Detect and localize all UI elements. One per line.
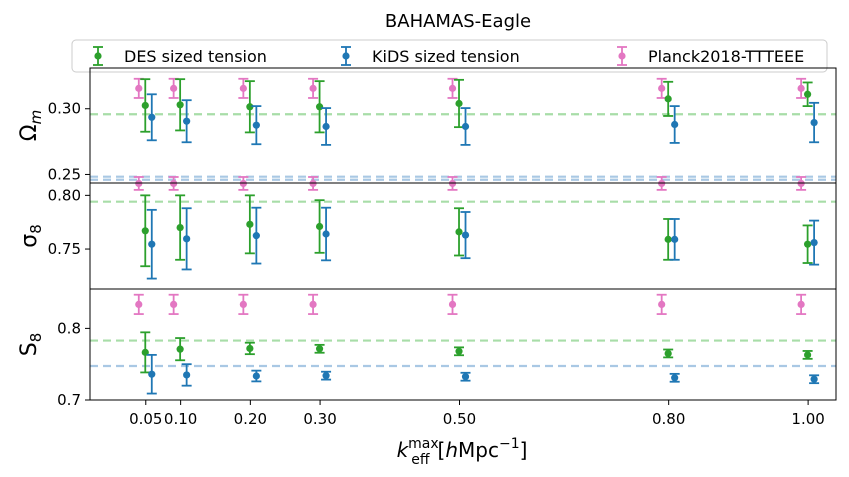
des-point <box>315 103 324 111</box>
planck-point <box>135 300 143 308</box>
kids-point <box>461 122 470 131</box>
panel-2: 0.75 0.80 σ8 <box>17 176 837 290</box>
y-tick-label: 0.30 <box>48 100 81 118</box>
planck-point <box>135 84 143 92</box>
kids-point <box>322 372 330 380</box>
kids-point <box>322 122 330 131</box>
panel-frame <box>89 288 837 401</box>
planck-point <box>309 300 317 308</box>
kids-point <box>252 121 260 129</box>
kids-point <box>671 235 679 243</box>
x-tick-label: 0.05 <box>129 410 162 428</box>
des-point <box>804 240 812 248</box>
kids-point <box>461 231 470 239</box>
des-point <box>315 222 324 231</box>
planck-point <box>658 84 666 92</box>
kids-point <box>148 113 156 121</box>
y-tick-label: 0.8 <box>57 319 81 337</box>
x-axis-label: kmax eff [hMpc−1] <box>397 436 528 468</box>
des-point <box>141 101 149 110</box>
des-point <box>664 235 672 243</box>
planck-point <box>658 300 666 308</box>
des-point <box>804 351 812 359</box>
des-point <box>246 344 254 353</box>
planck-point <box>170 84 178 92</box>
des-point <box>455 228 463 236</box>
kids-point <box>810 375 818 383</box>
y-axis-label: σ8 <box>17 224 45 248</box>
y-tick-label: 0.7 <box>57 391 81 409</box>
planck-point <box>170 300 178 308</box>
des-point <box>455 99 463 108</box>
x-tick-label: 0.10 <box>164 410 197 428</box>
kids-point <box>810 118 818 127</box>
legend-des-marker <box>94 52 102 60</box>
planck-point <box>239 300 247 308</box>
kids-point <box>148 240 156 248</box>
kids-point <box>252 372 260 380</box>
x-tick-label: 0.80 <box>652 410 685 428</box>
kids-point <box>671 120 679 129</box>
legend-frame <box>71 39 828 73</box>
legend-planck-marker <box>618 52 626 60</box>
legend-planck-label: Planck2018-TTTEEE <box>648 47 804 66</box>
legend-des-label: DES sized tension <box>124 47 267 66</box>
planck-point <box>448 300 457 308</box>
y-axis-label: S8 <box>17 333 45 357</box>
chart-title: BAHAMAS-Eagle <box>385 11 531 32</box>
planck-point <box>797 84 805 92</box>
des-point <box>141 227 149 235</box>
planck-point <box>448 84 457 92</box>
kids-point <box>671 374 679 382</box>
legend-kids-label: KiDS sized tension <box>372 47 520 66</box>
des-point <box>176 345 184 353</box>
des-point <box>246 103 254 111</box>
planck-point <box>239 84 247 92</box>
x-tick-label: 0.50 <box>443 410 476 428</box>
y-axis-label: Ωm <box>17 110 45 141</box>
panel-3: 0.7 0.8 S8 <box>17 288 837 409</box>
kids-point <box>183 371 191 379</box>
legend: DES sized tension KiDS sized tension Planc… <box>71 39 828 73</box>
des-point <box>246 220 254 228</box>
x-tick-label: 1.00 <box>791 410 824 428</box>
des-point <box>664 95 672 103</box>
legend-kids-marker <box>342 52 350 60</box>
des-point <box>804 90 812 98</box>
kids-point <box>810 239 818 247</box>
des-point <box>664 349 672 358</box>
kids-point <box>183 235 191 243</box>
kids-point <box>183 117 191 125</box>
planck-point <box>309 84 317 92</box>
des-point <box>176 223 184 232</box>
des-point <box>176 101 184 109</box>
kids-point <box>148 370 156 378</box>
y-tick-label: 0.25 <box>48 165 81 183</box>
kids-point <box>322 230 330 238</box>
y-tick-label: 0.80 <box>48 186 81 204</box>
x-tick-label: 0.30 <box>303 410 336 428</box>
kids-point <box>461 373 470 381</box>
kids-point <box>252 232 260 240</box>
planck-point <box>797 300 805 308</box>
x-tick-label: 0.20 <box>234 410 267 428</box>
des-point <box>315 345 324 353</box>
des-point <box>455 347 463 355</box>
y-tick-label: 0.75 <box>48 240 81 258</box>
